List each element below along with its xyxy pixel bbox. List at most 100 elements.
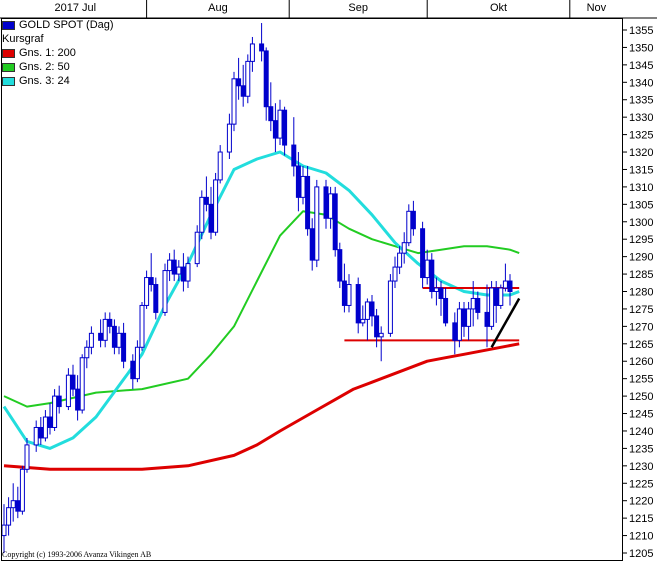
y-tick-label: 1345 bbox=[629, 60, 653, 72]
y-tick-label: 1215 bbox=[629, 513, 653, 525]
series-line-2 bbox=[3, 210, 520, 408]
y-tick-label: 1280 bbox=[629, 287, 653, 299]
candle-down bbox=[171, 259, 177, 275]
y-tick-label: 1350 bbox=[629, 42, 653, 54]
plot-area bbox=[1, 18, 623, 561]
y-tick-label: 1265 bbox=[629, 339, 653, 351]
candle-up bbox=[489, 287, 495, 327]
candle-down bbox=[420, 228, 426, 279]
candle-up bbox=[24, 444, 30, 470]
y-tick-label: 1255 bbox=[629, 374, 653, 386]
candle-down bbox=[332, 193, 338, 251]
candle-down bbox=[130, 360, 136, 380]
y-tick-label: 1305 bbox=[629, 199, 653, 211]
candle-down bbox=[305, 175, 311, 230]
candle-down bbox=[475, 297, 481, 313]
candle-up bbox=[378, 332, 384, 338]
candle-down bbox=[484, 311, 490, 327]
candle-up bbox=[226, 123, 232, 153]
legend-swatch-ma50 bbox=[2, 62, 15, 72]
y-axis: 1205 1210 1215 1220 1225 1230 1235 1240 1245 1250… bbox=[623, 25, 653, 560]
candle-up bbox=[360, 318, 366, 324]
y-tick-label: 1335 bbox=[629, 95, 653, 107]
candle-down bbox=[259, 43, 265, 52]
candle-up bbox=[217, 151, 223, 181]
candle-up bbox=[167, 259, 173, 272]
candle-down bbox=[461, 308, 467, 327]
y-tick-label: 1260 bbox=[629, 356, 653, 368]
y-tick-label: 1315 bbox=[629, 164, 653, 176]
candle-up bbox=[194, 231, 200, 265]
candle-up bbox=[424, 259, 430, 279]
candle-up bbox=[502, 280, 508, 289]
candle-up bbox=[6, 507, 12, 526]
candle-up bbox=[213, 179, 219, 233]
month-label: Aug bbox=[208, 2, 228, 14]
legend-item-ma24: Gns. 3: 24 bbox=[2, 74, 114, 88]
candle-up bbox=[102, 318, 108, 341]
candle-down bbox=[38, 426, 44, 439]
candle-down bbox=[452, 322, 458, 341]
candle-down bbox=[323, 186, 329, 219]
month-label: Nov bbox=[587, 2, 607, 14]
chart-subtitle: Kursgraf bbox=[2, 33, 44, 45]
candle-down bbox=[98, 332, 104, 341]
candle-up bbox=[79, 357, 85, 411]
candle-up bbox=[314, 186, 320, 261]
candle-up bbox=[249, 43, 255, 62]
candle-up bbox=[52, 395, 58, 428]
candle-down bbox=[148, 277, 154, 286]
candle-down bbox=[75, 388, 81, 411]
candle-up bbox=[406, 210, 412, 244]
legend-label-ma24: Gns. 3: 24 bbox=[19, 75, 70, 87]
candle-up bbox=[231, 78, 237, 125]
candle-up bbox=[88, 332, 94, 348]
y-tick-label: 1290 bbox=[629, 252, 653, 264]
y-tick-label: 1340 bbox=[629, 77, 653, 89]
y-tick-label: 1250 bbox=[629, 391, 653, 403]
candle-up bbox=[10, 500, 16, 509]
candle-up bbox=[116, 332, 122, 348]
legend-title-row: GOLD SPOT (Dag) bbox=[2, 18, 114, 32]
candle-up bbox=[185, 263, 191, 282]
candle-up bbox=[245, 60, 251, 97]
chart-title: GOLD SPOT (Dag) bbox=[19, 19, 114, 31]
candle-up bbox=[364, 301, 370, 320]
legend-item-ma50: Gns. 2: 50 bbox=[2, 60, 114, 74]
candle-up bbox=[277, 109, 283, 139]
series-line-3 bbox=[2, 150, 520, 450]
candle-down bbox=[337, 249, 343, 282]
candle-up bbox=[498, 287, 504, 306]
candle-down bbox=[438, 287, 444, 299]
candle-down bbox=[341, 280, 347, 306]
candle-up bbox=[433, 287, 439, 293]
candle-down bbox=[355, 284, 361, 324]
month-axis: 2017 Jul Aug Sep Okt Nov bbox=[0, 0, 657, 19]
y-tick-label: 1300 bbox=[629, 217, 653, 229]
candle-down bbox=[374, 315, 380, 338]
legend-label-ma200: Gns. 1: 200 bbox=[19, 47, 76, 59]
candle-down bbox=[47, 416, 53, 428]
legend-swatch-price bbox=[2, 20, 15, 30]
candle-up bbox=[139, 304, 145, 348]
candles bbox=[1, 23, 513, 553]
candle-down bbox=[240, 85, 246, 97]
y-tick-label: 1220 bbox=[629, 496, 653, 508]
month-label: Sep bbox=[348, 2, 368, 14]
legend-item-ma200: Gns. 1: 200 bbox=[2, 46, 114, 60]
y-tick-label: 1355 bbox=[629, 25, 653, 37]
candle-down bbox=[369, 301, 375, 317]
candle-down bbox=[111, 325, 117, 348]
candle-down bbox=[291, 144, 297, 167]
y-tick-label: 1210 bbox=[629, 531, 653, 543]
candle-down bbox=[493, 287, 499, 306]
legend: GOLD SPOT (Dag) Kursgraf Gns. 1: 200 Gns… bbox=[2, 18, 114, 88]
y-tick-label: 1275 bbox=[629, 304, 653, 316]
candle-down bbox=[15, 500, 21, 512]
candle-up bbox=[176, 266, 182, 275]
candle-down bbox=[70, 374, 76, 390]
candle-up bbox=[162, 270, 168, 313]
candle-up bbox=[134, 346, 140, 380]
y-tick-label: 1270 bbox=[629, 321, 653, 333]
